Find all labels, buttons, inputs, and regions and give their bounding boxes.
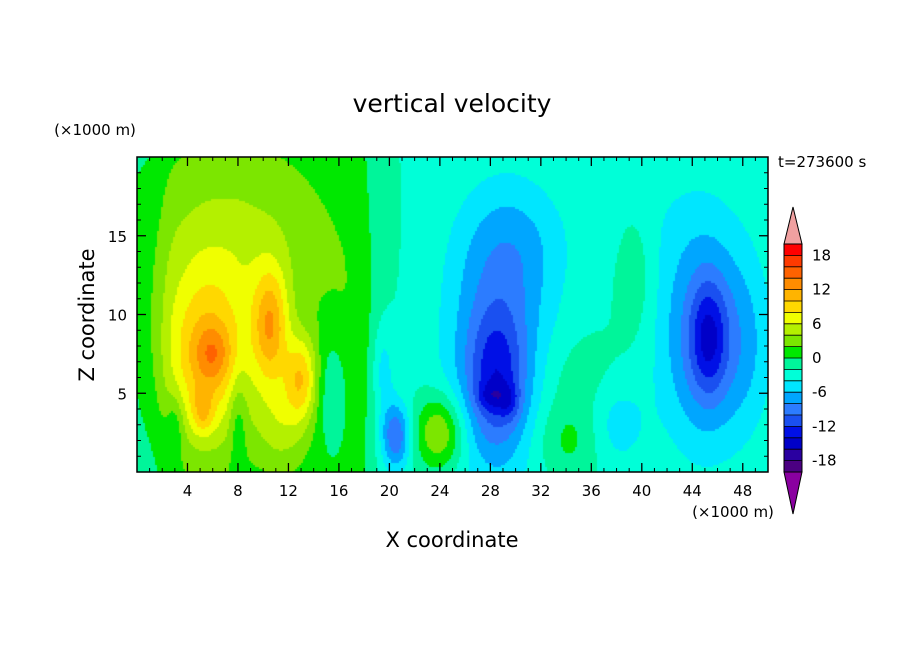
- colorbar-segment: [784, 255, 802, 268]
- x-tick-label: 28: [481, 482, 500, 500]
- x-tick-label: 48: [733, 482, 752, 500]
- colorbar-segment: [784, 323, 802, 336]
- colorbar-tick-label: 0: [812, 349, 822, 367]
- colorbar-segment: [784, 266, 802, 279]
- x-tick-label: 24: [430, 482, 449, 500]
- y-axis-ticks: 5 10 15: [108, 172, 768, 457]
- y-axis-unit: (×1000 m): [54, 121, 136, 139]
- colorbar-over-triangle: [783, 206, 803, 245]
- colorbar-tick-label: -6: [812, 383, 827, 401]
- y-tick-label: 15: [108, 228, 127, 246]
- x-axis-ticks: 4 8 12 16 20 24 28 32 36 40 44 48: [149, 157, 756, 500]
- colorbar-segment: [784, 380, 802, 393]
- chart-title: vertical velocity: [353, 89, 552, 118]
- colorbar-tick-label: 6: [812, 315, 822, 333]
- y-tick-label: 10: [108, 307, 127, 325]
- colorbar-segment: [784, 369, 802, 382]
- colorbar-frame: [783, 243, 803, 473]
- x-tick-label: 20: [380, 482, 399, 500]
- x-tick-label: 40: [632, 482, 651, 500]
- x-axis-label: X coordinate: [385, 528, 518, 552]
- colorbar-tick-label: 12: [812, 281, 831, 299]
- colorbar-tick-label: -18: [812, 452, 837, 470]
- plot-area: [137, 157, 768, 472]
- x-tick-label: 44: [683, 482, 702, 500]
- colorbar-segment: [784, 415, 802, 427]
- colorbar-segment: [784, 289, 802, 302]
- colorbar-segment: [784, 437, 802, 450]
- x-tick-label: 8: [233, 482, 243, 500]
- colorbar-segment: [784, 358, 802, 370]
- x-axis-unit: (×1000 m): [692, 503, 774, 521]
- colorbar-segment: [784, 346, 802, 359]
- colorbar-segment: [784, 278, 802, 290]
- velocity-field: [137, 157, 768, 472]
- y-axis-label: Z coordinate: [75, 248, 99, 381]
- colorbar-tick-label: 18: [812, 246, 831, 264]
- colorbar: 18 12 6 0 -6 -12 -18: [783, 206, 837, 515]
- colorbar-segment: [784, 460, 802, 473]
- colorbar-segment: [784, 335, 802, 347]
- x-tick-label: 4: [183, 482, 193, 500]
- colorbar-segment: [784, 301, 802, 313]
- colorbar-tick-label: -12: [812, 417, 837, 435]
- x-tick-label: 36: [582, 482, 601, 500]
- x-tick-label: 32: [531, 482, 550, 500]
- colorbar-segment: [784, 392, 802, 404]
- time-label: t=273600 s: [778, 153, 866, 171]
- colorbar-segment: [784, 426, 802, 439]
- y-tick-label: 5: [117, 385, 127, 403]
- colorbar-segment: [784, 312, 802, 325]
- colorbar-segment: [784, 449, 802, 461]
- x-tick-label: 12: [279, 482, 298, 500]
- colorbar-under-triangle: [783, 471, 803, 515]
- colorbar-segment: [784, 244, 802, 256]
- colorbar-segment: [784, 403, 802, 416]
- x-tick-label: 16: [329, 482, 348, 500]
